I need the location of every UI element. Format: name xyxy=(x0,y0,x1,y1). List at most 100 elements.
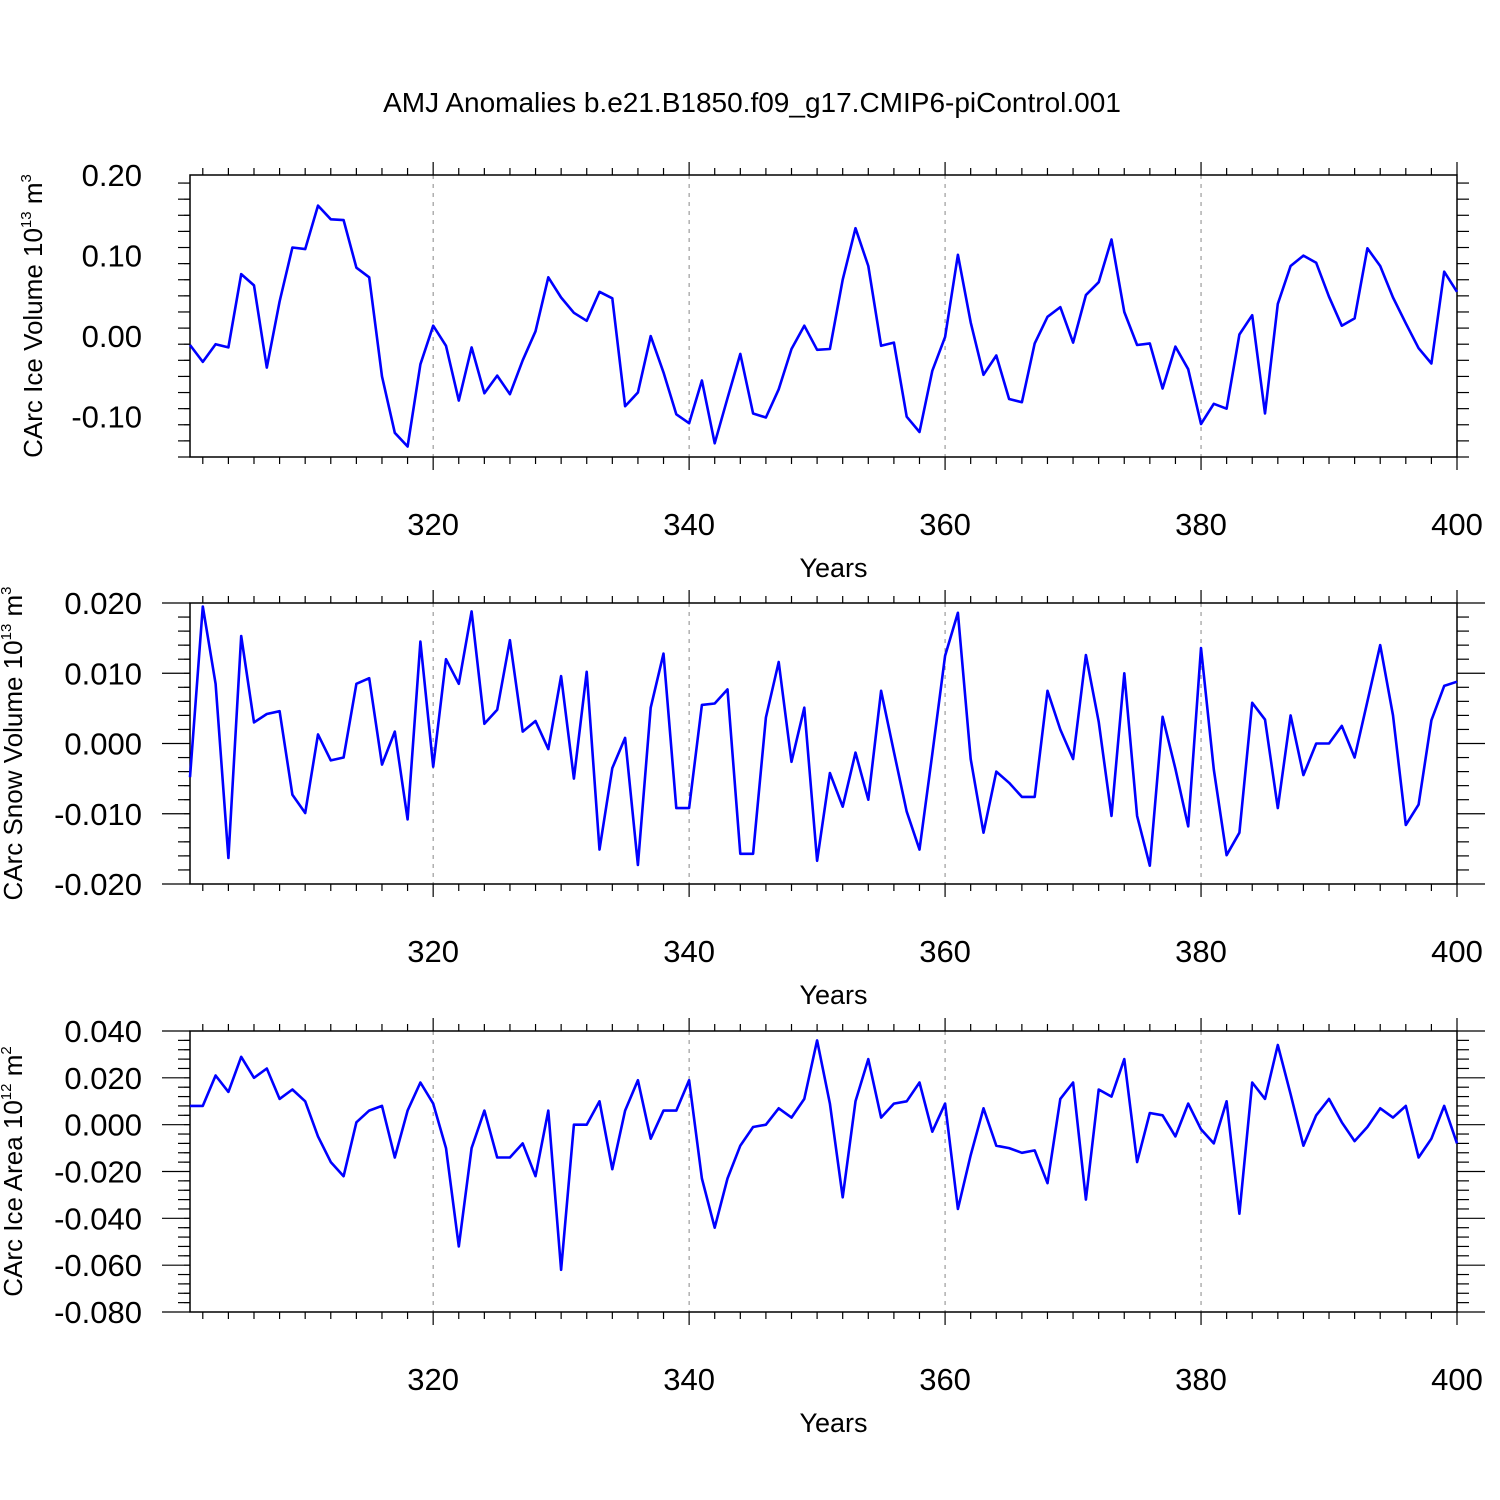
data-point xyxy=(521,730,524,733)
data-point xyxy=(1225,407,1228,410)
data-point xyxy=(1443,685,1446,688)
data-point xyxy=(982,374,985,377)
x-tick-label: 340 xyxy=(663,1362,715,1397)
data-point xyxy=(893,751,896,754)
data-point xyxy=(1443,1105,1446,1108)
data-point xyxy=(509,393,512,396)
data-point xyxy=(1136,344,1139,347)
data-point xyxy=(969,1154,972,1157)
data-point xyxy=(867,1058,870,1061)
data-point xyxy=(944,1102,947,1105)
data-point xyxy=(1174,1135,1177,1138)
data-point xyxy=(790,348,793,351)
data-point xyxy=(880,1116,883,1119)
y-tick-label: 0.020 xyxy=(64,586,142,621)
data-point xyxy=(1238,831,1241,834)
x-axis-label: Years xyxy=(799,1408,867,1438)
data-point xyxy=(291,246,294,249)
data-point xyxy=(214,1074,217,1077)
data-point xyxy=(1072,341,1075,344)
panel-1: -0.10 0.00 0.10 0.20 320 340 360 380 400 Years CAr… xyxy=(18,158,1483,583)
y-tick-label: -0.010 xyxy=(54,797,142,832)
y-axis-label-exponent: 13 xyxy=(0,624,15,641)
data-point xyxy=(394,730,397,733)
data-point xyxy=(854,1100,857,1103)
data-point xyxy=(1456,291,1459,294)
data-point xyxy=(611,297,614,300)
data-point xyxy=(1341,1121,1344,1124)
y-axis-label-exponent: 3 xyxy=(18,174,35,182)
data-point xyxy=(1123,311,1126,314)
data-point xyxy=(905,810,908,813)
data-point xyxy=(1277,807,1280,810)
data-point xyxy=(803,324,806,327)
y-tick-label: -0.040 xyxy=(54,1201,142,1236)
data-point xyxy=(726,397,729,400)
data-point xyxy=(1200,423,1203,426)
data-point xyxy=(496,1156,499,1159)
data-point xyxy=(739,353,742,356)
data-point xyxy=(1315,262,1318,265)
data-point xyxy=(240,1056,243,1059)
y-tick-label: 0.000 xyxy=(64,727,142,762)
data-point xyxy=(1379,265,1382,268)
data-point xyxy=(1289,714,1292,717)
data-point xyxy=(662,371,665,374)
data-point xyxy=(1033,796,1036,799)
data-point xyxy=(637,391,640,394)
data-point xyxy=(458,399,461,402)
data-point xyxy=(445,1147,448,1150)
x-tick-label: 400 xyxy=(1431,1362,1483,1397)
data-point xyxy=(624,737,627,740)
data-point xyxy=(1302,254,1305,257)
data-point xyxy=(1149,1112,1152,1115)
data-point xyxy=(1021,401,1024,404)
plot-frame xyxy=(189,1030,1458,1313)
data-point xyxy=(982,1107,985,1110)
data-point xyxy=(1110,815,1113,818)
data-point xyxy=(432,324,435,327)
data-point xyxy=(841,278,844,281)
data-point xyxy=(957,1208,960,1211)
y-tick-label: 0.10 xyxy=(82,239,142,274)
data-point xyxy=(227,1091,230,1094)
data-point xyxy=(1417,1156,1420,1159)
data-point xyxy=(560,1269,563,1272)
data-point xyxy=(1366,247,1369,250)
data-point xyxy=(829,772,832,775)
data-point xyxy=(969,758,972,761)
data-point xyxy=(816,1039,819,1042)
data-point xyxy=(573,777,576,780)
data-point xyxy=(547,748,550,751)
data-point xyxy=(419,640,422,643)
data-point xyxy=(1238,1212,1241,1215)
data-point xyxy=(1379,644,1382,647)
data-point xyxy=(342,1175,345,1178)
data-point xyxy=(547,276,550,279)
y-axis-label-text: CArc Ice Area 10 xyxy=(0,1100,28,1297)
data-point xyxy=(918,1081,921,1084)
data-point xyxy=(944,654,947,657)
data-point xyxy=(675,807,678,810)
chart-title: AMJ Anomalies b.e21.B1850.f09_g17.CMIP6-… xyxy=(383,87,1121,118)
data-point xyxy=(1046,690,1049,693)
data-point xyxy=(1123,672,1126,675)
data-point xyxy=(624,1109,627,1112)
y-tick-label: 0.000 xyxy=(64,1108,142,1143)
series-line xyxy=(190,1039,1459,1272)
data-point xyxy=(189,1105,192,1108)
data-point xyxy=(1200,647,1203,650)
data-point xyxy=(1046,1182,1049,1185)
data-point xyxy=(432,765,435,768)
data-point xyxy=(649,706,652,709)
data-point xyxy=(1238,333,1241,336)
data-point xyxy=(1072,1081,1075,1084)
data-point xyxy=(1366,1126,1369,1129)
data-point xyxy=(368,1109,371,1112)
data-point xyxy=(893,341,896,344)
data-point xyxy=(1328,742,1331,745)
data-point xyxy=(688,422,691,425)
x-tick-label: 380 xyxy=(1175,934,1227,969)
data-point xyxy=(1136,1161,1139,1164)
data-point xyxy=(1033,1149,1036,1152)
